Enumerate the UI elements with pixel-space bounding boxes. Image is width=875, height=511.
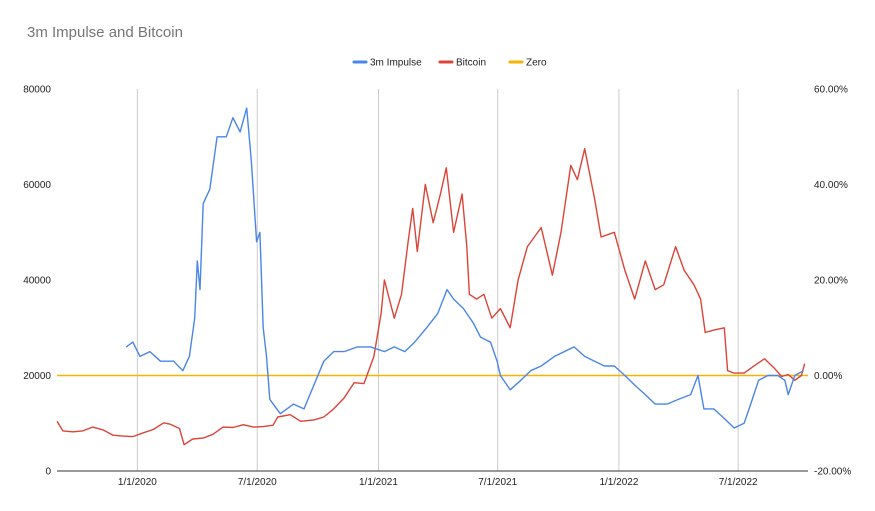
- y-left-tick-label: 60000: [23, 180, 51, 191]
- axes: 1/1/2020 7/1/2020 1/1/2021 7/1/2021 1/1/2022…: [23, 85, 851, 489]
- vertical-gridlines: [136, 89, 739, 471]
- y-left-tick-label: 20000: [23, 371, 51, 382]
- legend-label: Bitcoin: [456, 58, 486, 69]
- y-left-tick-label: 80000: [23, 85, 51, 96]
- x-tick-label: 7/1/2021: [478, 477, 517, 488]
- x-tick-label: 1/1/2021: [359, 477, 398, 488]
- series-line-3m-impulse: [125, 107, 804, 429]
- y-right-tick-label: 0.00%: [814, 371, 842, 382]
- chart-title: 3m Impulse and Bitcoin: [27, 24, 183, 41]
- legend-label: 3m Impulse: [370, 58, 422, 69]
- y-left-tick-label: 0: [45, 467, 51, 478]
- x-tick-label: 1/1/2022: [599, 477, 638, 488]
- series-layer: [56, 107, 808, 446]
- y-right-tick-label: 60.00%: [814, 85, 848, 96]
- legend: 3m Impulse Bitcoin Zero: [352, 58, 547, 69]
- legend-label: Zero: [526, 58, 547, 69]
- y-left-tick-label: 40000: [23, 276, 51, 287]
- x-tick-label: 1/1/2020: [118, 477, 157, 488]
- series-line-bitcoin: [56, 148, 806, 446]
- x-tick-label: 7/1/2020: [238, 477, 277, 488]
- y-right-tick-label: -20.00%: [814, 467, 851, 478]
- x-tick-label: 7/1/2022: [719, 477, 758, 488]
- y-right-tick-label: 20.00%: [814, 276, 848, 287]
- y-right-tick-label: 40.00%: [814, 180, 848, 191]
